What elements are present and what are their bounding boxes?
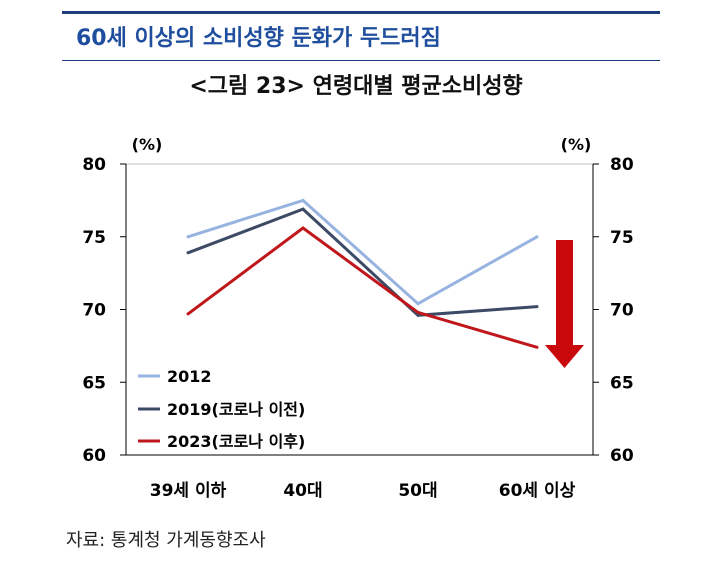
data-point: [301, 226, 305, 230]
legend: 2012 2019(코로나 이전) 2023(코로나 이후): [138, 367, 305, 451]
x-tick-label: 39세 이하: [150, 481, 227, 501]
data-point: [416, 313, 420, 317]
figure-title: <그림 23> 연령대별 평균소비성향: [189, 74, 523, 99]
data-point: [186, 251, 190, 255]
y-tick-label-left: 60: [82, 446, 106, 466]
y-tick-label-left: 80: [82, 155, 106, 175]
data-point: [186, 235, 190, 239]
data-point: [535, 305, 539, 309]
x-tick-label: 40대: [283, 481, 322, 501]
data-point: [416, 302, 420, 306]
data-point: [535, 345, 539, 349]
data-point: [301, 207, 305, 211]
red-down-arrow-icon: [545, 240, 584, 368]
legend-label: 2012: [167, 367, 212, 386]
series-line-1: [187, 198, 538, 306]
x-tick-label: 50대: [398, 481, 437, 501]
y-axis-unit-left: (%): [132, 135, 163, 154]
y-tick-label-right: 60: [610, 446, 634, 466]
data-point: [301, 198, 305, 202]
header-bottom-rule: [62, 60, 660, 61]
y-tick-label-right: 70: [610, 301, 634, 321]
data-point: [535, 235, 539, 239]
y-tick-label-right: 75: [610, 228, 634, 248]
series-line-2: [187, 207, 538, 317]
y-tick-label-right: 65: [610, 373, 634, 393]
y-axis-unit-right: (%): [561, 135, 592, 154]
source-note: 자료: 통계청 가계동향조사: [66, 530, 266, 551]
data-point: [186, 312, 190, 316]
axis-ticks: 60 60 65 65 70 70 75 75 80 80 39세 이하 40대 50대 60세 이상: [82, 155, 634, 501]
header-top-rule: [62, 11, 660, 14]
series-lines: [186, 198, 539, 349]
series-line-3: [187, 226, 538, 349]
headline: 60세 이상의 소비성향 둔화가 두드러짐: [76, 26, 441, 51]
x-tick-label: 60세 이상: [499, 481, 576, 501]
legend-label: 2023(코로나 이후): [167, 432, 305, 451]
legend-label: 2019(코로나 이전): [167, 400, 305, 419]
y-tick-label-left: 75: [82, 228, 106, 248]
y-tick-label-left: 70: [82, 301, 106, 321]
y-tick-label-left: 65: [82, 373, 106, 393]
data-point: [416, 310, 420, 314]
y-tick-label-right: 80: [610, 155, 634, 175]
